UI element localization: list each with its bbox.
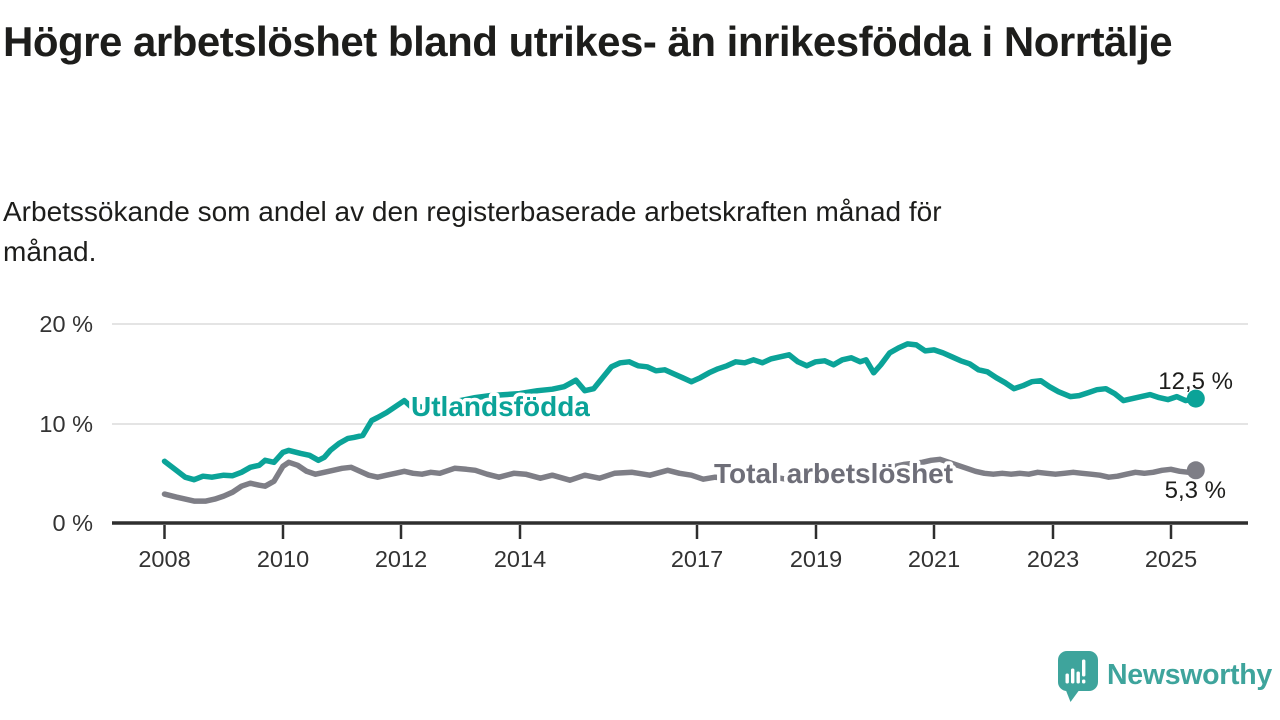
utlandsfodda-endpoint-dot — [1186, 389, 1205, 408]
bar-3 — [1076, 671, 1080, 684]
x-tick-label-2017: 2017 — [671, 546, 723, 572]
newsworthy-logo-icon — [1058, 651, 1098, 702]
speech-bubble-tail — [1065, 688, 1080, 702]
total-arbetsloshet-end-value-label: 5,3 % — [1165, 477, 1226, 504]
x-tick-label-2019: 2019 — [790, 546, 842, 572]
page-subtitle: Arbetssökande som andel av den registerb… — [3, 196, 942, 267]
x-axis-ticks — [163, 525, 1173, 539]
x-tick-label-2023: 2023 — [1027, 546, 1079, 572]
utlandsfodda-series-label: Utlandsfödda — [411, 391, 590, 422]
page-title: Högre arbetslöshet bland utrikes- än inr… — [3, 18, 1173, 65]
y-tick-label-0: 0 % — [53, 510, 94, 536]
x-tick-label-2012: 2012 — [375, 546, 427, 572]
utlandsfodda-line — [161, 341, 1199, 483]
x-tick-label-2008: 2008 — [138, 546, 190, 572]
bar-1 — [1065, 673, 1069, 684]
total-arbetsloshet-series-label: Total arbetslöshet — [714, 458, 953, 489]
y-axis-labels: 20 % 10 % 0 % — [39, 311, 93, 536]
y-tick-label-10: 10 % — [39, 411, 93, 437]
x-tick-label-2021: 2021 — [908, 546, 960, 572]
newsworthy-logo-text: Newsworthy — [1107, 659, 1272, 691]
total-arbetsloshet-endpoint-dot — [1186, 461, 1205, 480]
x-tick-label-2010: 2010 — [257, 546, 309, 572]
total-arbetsloshet-line — [161, 456, 1199, 504]
exclamation-dot — [1082, 679, 1086, 684]
gridlines — [112, 323, 1248, 425]
bar-2 — [1071, 668, 1075, 684]
exclamation-bar — [1082, 659, 1086, 677]
utlandsfodda-end-value-label: 12,5 % — [1158, 368, 1233, 395]
x-axis-labels: 2008 2010 2012 2014 2017 2019 2021 2023 … — [138, 546, 1197, 572]
newsworthy-logo: Newsworthy — [1058, 651, 1273, 702]
x-tick-label-2025: 2025 — [1145, 546, 1197, 572]
y-tick-label-20: 20 % — [39, 311, 93, 337]
x-tick-label-2014: 2014 — [494, 546, 546, 572]
